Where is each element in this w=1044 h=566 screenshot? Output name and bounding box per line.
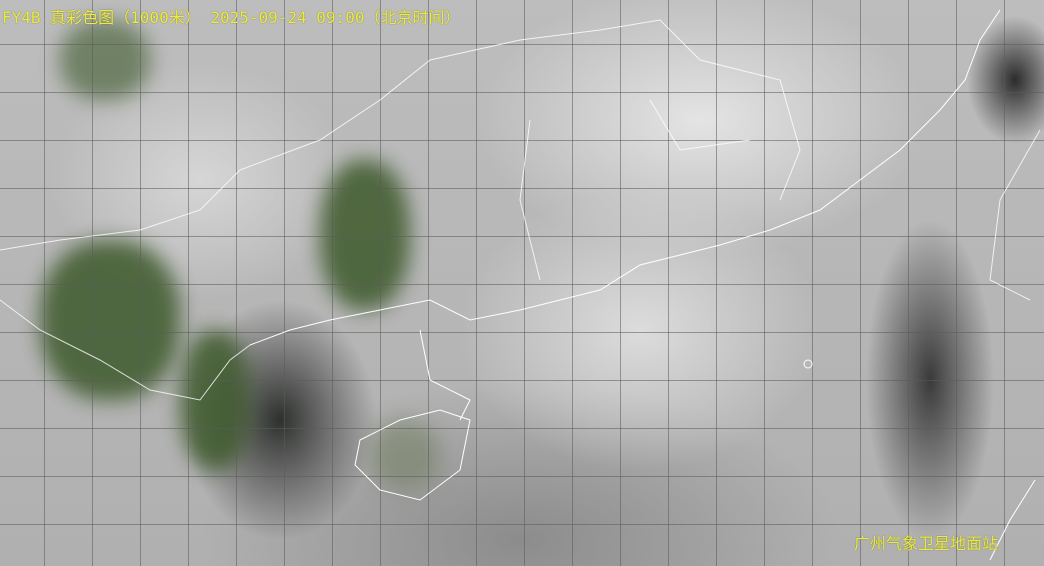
- station-credit: 广州气象卫星地面站: [853, 534, 998, 553]
- province-border-2: [519, 99, 751, 281]
- leizhou-coast: [419, 329, 471, 421]
- island: [803, 359, 813, 369]
- image-title: FY4B 真彩色图（1000米） 2025-09-24 09:00（北京时间）: [2, 8, 461, 27]
- vietnam-border: [0, 299, 251, 401]
- hainan-coast: [354, 409, 471, 501]
- taiwan-coast: [989, 479, 1036, 561]
- coastline: [249, 9, 1001, 346]
- province-border: [0, 19, 801, 251]
- border-east: [989, 129, 1041, 301]
